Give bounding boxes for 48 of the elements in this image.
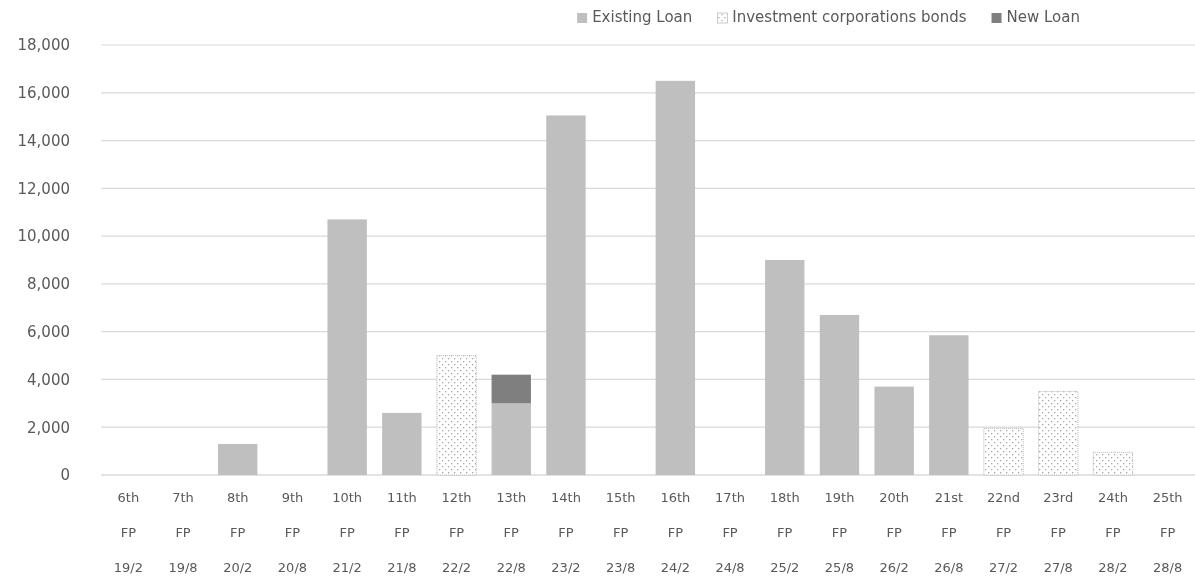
y-tick-label: 2,000 (27, 418, 70, 437)
y-tick-label: 12,000 (17, 179, 70, 198)
y-tick-label: 4,000 (27, 370, 70, 389)
bar (436, 355, 477, 476)
bar (1038, 390, 1079, 476)
category-label: 24th FP 28/2 (1098, 490, 1128, 576)
bar (491, 374, 531, 404)
bar (1092, 451, 1134, 476)
y-tick-label: 10,000 (17, 227, 70, 246)
legend-label: Investment corporations bonds (732, 8, 967, 26)
category-label: 22nd FP 27/2 (987, 490, 1021, 576)
category-label: 15th FP 23/8 (605, 490, 636, 576)
category-label: 16th FP 24/2 (660, 490, 691, 576)
bar (765, 260, 805, 475)
category-label: 19th FP 25/8 (824, 490, 855, 576)
category-label: 12th FP 22/2 (441, 490, 472, 576)
category-label: 10th FP 21/2 (332, 490, 363, 576)
bar (382, 412, 422, 475)
bar (819, 314, 860, 475)
y-tick-label: 8,000 (27, 275, 70, 294)
bar (327, 219, 367, 475)
y-tick-label: 0 (60, 466, 70, 485)
category-label: 17th FP 24/8 (715, 490, 745, 576)
y-tick-label: 6,000 (27, 322, 70, 341)
category-label: 14th FP 23/2 (551, 490, 581, 576)
category-label: 8th FP 20/2 (223, 490, 253, 576)
category-label: 13th FP 22/8 (496, 490, 527, 576)
bar (655, 80, 696, 475)
bar (929, 335, 969, 475)
category-label: 11th FP 21/8 (386, 490, 417, 576)
y-tick-label: 18,000 (17, 36, 70, 55)
bar (874, 386, 914, 475)
category-label: 9th FP 20/8 (277, 490, 308, 576)
category-label: 7th FP 19/8 (168, 490, 198, 576)
category-label: 18th FP 25/2 (769, 490, 800, 576)
category-label: 6th FP 19/2 (113, 490, 143, 576)
category-label: 23rd FP 27/8 (1043, 490, 1074, 576)
category-label: 20th FP 26/2 (879, 490, 910, 576)
y-tick-label: 14,000 (17, 131, 70, 150)
bar (546, 115, 586, 475)
legend-label: New Loan (1006, 8, 1080, 26)
bar (983, 428, 1024, 476)
bar (218, 443, 258, 475)
bar (491, 403, 531, 475)
category-label: 25th FP 28/8 (1152, 490, 1183, 576)
category-label: 21st FP 26/8 (934, 490, 964, 576)
y-tick-label: 16,000 (17, 84, 70, 103)
legend-label: Existing Loan (592, 8, 693, 26)
